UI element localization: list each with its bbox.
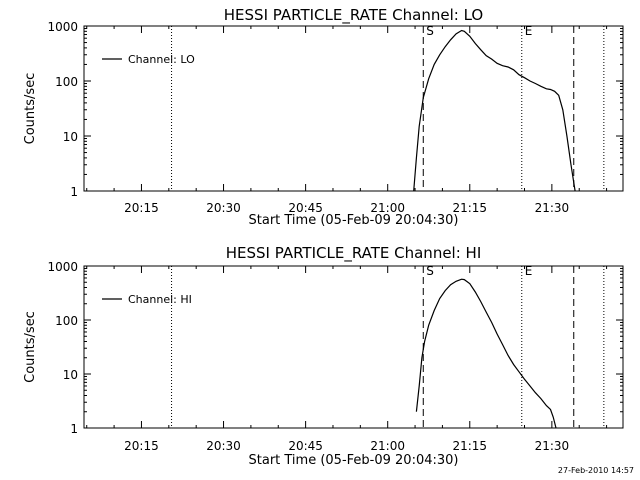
x-axis-label: Start Time (05-Feb-09 20:04:30) (249, 213, 459, 228)
x-tick-label: 20:30 (206, 439, 241, 453)
x-tick-label: 21:30 (535, 201, 570, 215)
x-tick-label: 20:45 (288, 439, 323, 453)
timestamp-label: 27-Feb-2010 14:57 (557, 466, 634, 475)
x-tick-label: 20:15 (124, 439, 159, 453)
marker-label: S (426, 24, 434, 38)
y-tick-label: 10 (63, 130, 78, 144)
y-tick-label: 100 (55, 75, 78, 89)
legend-entry: Channel: HI (128, 293, 192, 306)
x-axis-label: Start Time (05-Feb-09 20:04:30) (249, 453, 459, 468)
x-tick-label: 21:15 (452, 439, 487, 453)
y-tick-label: 1000 (47, 260, 78, 274)
x-tick-label: 20:45 (288, 201, 323, 215)
x-tick-label: 21:30 (535, 439, 570, 453)
marker-label: E (525, 264, 533, 278)
plot-frame (83, 25, 624, 192)
marker-label: E (525, 24, 533, 38)
chart-title: HESSI PARTICLE_RATE Channel: LO (224, 6, 483, 25)
panel-hi-channel: HESSI PARTICLE_RATE Channel: HI 20:15 20:3… (23, 244, 624, 468)
x-tick-label: 20:15 (124, 201, 159, 215)
y-tick-label: 1000 (47, 20, 78, 34)
x-tick-label: 21:15 (452, 201, 487, 215)
y-axis-label: Counts/sec (23, 311, 38, 383)
x-tick-label: 21:00 (370, 201, 405, 215)
x-tick-label: 20:30 (206, 201, 241, 215)
data-series-line (413, 29, 576, 192)
y-tick-label: 1 (70, 185, 78, 199)
plot-frame (83, 265, 624, 429)
chart-title: HESSI PARTICLE_RATE Channel: HI (226, 244, 482, 263)
legend-entry: Channel: LO (128, 53, 195, 66)
y-axis-label: Counts/sec (23, 73, 38, 145)
x-tick-label: 21:00 (370, 439, 405, 453)
data-series-line (415, 278, 557, 429)
marker-label: S (426, 264, 434, 278)
panel-lo-channel: HESSI PARTICLE_RATE Channel: LO 20:15 20:3… (23, 6, 624, 228)
y-tick-label: 100 (55, 314, 78, 328)
y-tick-label: 10 (63, 368, 78, 382)
y-tick-label: 1 (70, 422, 78, 436)
